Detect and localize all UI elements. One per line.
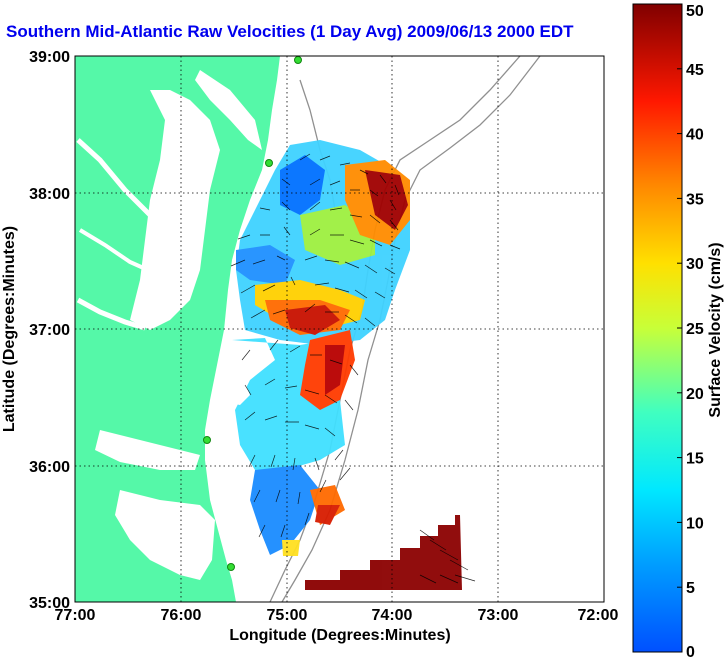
x-axis-label: Longitude (Degrees:Minutes) bbox=[229, 627, 450, 644]
station-markers bbox=[203, 56, 302, 571]
colorbar-tick-label: 10 bbox=[686, 515, 704, 532]
potomac-river bbox=[76, 138, 152, 217]
y-tick-label: 37:00 bbox=[29, 322, 70, 339]
x-tick-label: 75:00 bbox=[267, 607, 308, 624]
colorbar-tick-label: 50 bbox=[686, 3, 704, 20]
colorbar-tick-label: 30 bbox=[686, 256, 704, 273]
y-tick-label: 36:00 bbox=[29, 459, 70, 476]
chesapeake-bay bbox=[130, 90, 220, 330]
colorbar-tick-label: 45 bbox=[686, 62, 704, 79]
y-tick-label: 35:00 bbox=[29, 595, 70, 612]
velocity-field bbox=[215, 140, 462, 590]
colorbar-tick-label: 20 bbox=[686, 386, 704, 403]
y-axis-label: Latitude (Degrees:Minutes) bbox=[1, 226, 18, 432]
x-tick-label: 74:00 bbox=[372, 607, 413, 624]
x-tick-label: 72:00 bbox=[578, 607, 619, 624]
delaware-bay bbox=[195, 70, 262, 150]
y-tick-labels: 39:00 38:00 37:00 36:00 35:00 bbox=[29, 49, 70, 612]
colorbar-label: Surface Velocity (cm/s) bbox=[707, 242, 724, 417]
colorbar bbox=[632, 3, 683, 653]
map-title: Southern Mid-Atlantic Raw Velocities (1 … bbox=[6, 22, 574, 41]
colorbar-ticks: 0 5 10 15 20 25 30 35 40 45 50 bbox=[677, 3, 704, 659]
y-tick-label: 39:00 bbox=[29, 49, 70, 66]
velocity-arrows bbox=[230, 153, 476, 584]
colorbar-tick-label: 35 bbox=[686, 191, 704, 208]
albemarle-sound bbox=[95, 430, 200, 470]
x-tick-label: 76:00 bbox=[161, 607, 202, 624]
x-tick-labels: 77:00 76:00 75:00 74:00 73:00 72:00 bbox=[55, 607, 619, 624]
colorbar-tick-label: 40 bbox=[686, 127, 704, 144]
colorbar-tick-label: 25 bbox=[686, 321, 704, 338]
colorbar-tick-label: 15 bbox=[686, 451, 704, 468]
x-tick-label: 73:00 bbox=[478, 607, 519, 624]
james-river bbox=[76, 297, 146, 331]
rappahannock-river bbox=[78, 228, 149, 272]
y-tick-label: 38:00 bbox=[29, 186, 70, 203]
x-tick-label: 77:00 bbox=[55, 607, 96, 624]
grid-lines bbox=[75, 56, 604, 602]
colorbar-tick-label: 5 bbox=[686, 580, 695, 597]
plot-frame bbox=[74, 55, 605, 603]
pamlico-sound bbox=[115, 490, 215, 580]
colorbar-tick-label: 0 bbox=[686, 644, 695, 659]
